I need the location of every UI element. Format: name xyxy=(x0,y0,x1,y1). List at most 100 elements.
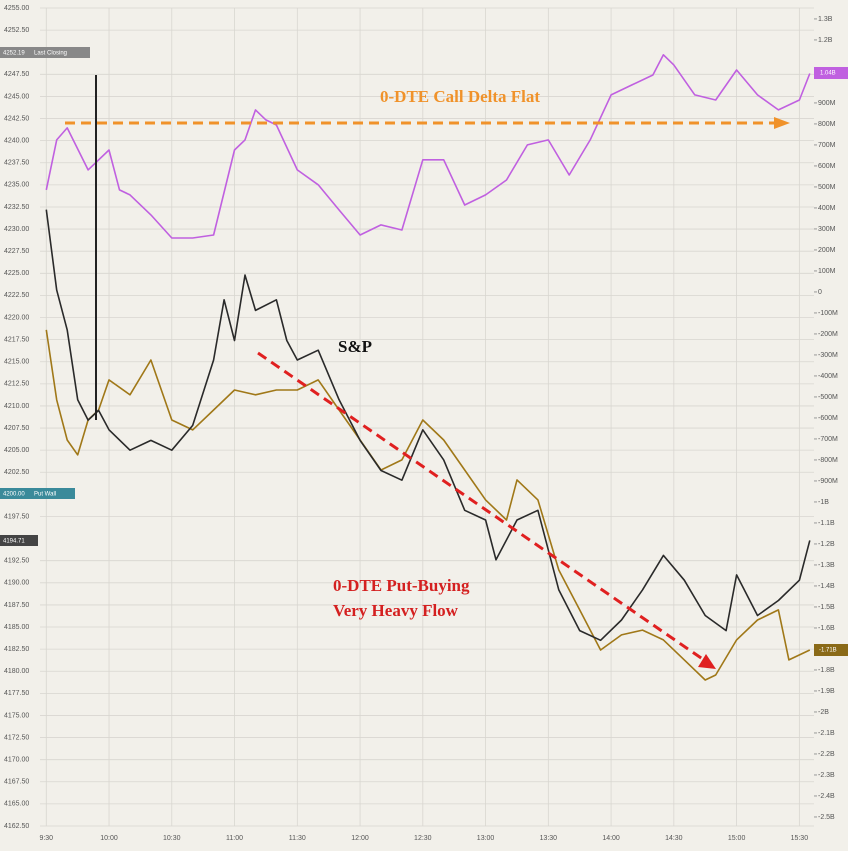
put-wall-box xyxy=(0,488,75,499)
y-tick-label: 4205.00 xyxy=(4,447,29,454)
put-wall-value: 4200.00 xyxy=(3,492,25,498)
y2-tick-label: -1.8B xyxy=(818,667,835,674)
y-tick-label: 4175.00 xyxy=(4,712,29,719)
y-tick-label: 4177.50 xyxy=(4,690,29,697)
y2-tick-label: 500M xyxy=(818,184,836,191)
y2-tick-label: -1.4B xyxy=(818,583,835,590)
y2-tick-label: 0 xyxy=(818,289,822,296)
y2-tick-label: 1.3B xyxy=(818,16,833,23)
y2-tick-label: -900M xyxy=(818,478,838,485)
y2-tick-label: -2B xyxy=(818,709,829,716)
x-tick-label: 13:30 xyxy=(540,835,558,842)
y2-tick-label: 600M xyxy=(818,163,836,170)
y2-tick-label: -1.2B xyxy=(818,541,835,548)
put-value: -1.71B xyxy=(819,648,837,654)
y2-tick-label: 200M xyxy=(818,247,836,254)
x-tick-label: 12:30 xyxy=(414,835,432,842)
x-tick-label: 10:00 xyxy=(100,835,118,842)
y-tick-label: 4167.50 xyxy=(4,779,29,786)
put-arrow-head xyxy=(698,654,716,669)
y-tick-label: 4192.50 xyxy=(4,558,29,565)
y2-tick-label: 100M xyxy=(818,268,836,275)
put-annotation: 0-DTE Put-Buying xyxy=(333,576,470,595)
put-annotation: Very Heavy Flow xyxy=(333,601,459,620)
y-tick-label: 4197.50 xyxy=(4,513,29,520)
put-wall-label: Put Wall xyxy=(34,492,56,498)
call-value: 1.04B xyxy=(820,71,836,77)
y2-tick-label: -1.9B xyxy=(818,688,835,695)
y-tick-label: 4255.00 xyxy=(4,5,29,12)
y-tick-label: 4220.00 xyxy=(4,314,29,321)
y-tick-label: 4170.00 xyxy=(4,757,29,764)
y-tick-label: 4242.50 xyxy=(4,115,29,122)
y2-tick-label: 900M xyxy=(818,100,836,107)
y2-tick-label: -1.6B xyxy=(818,625,835,632)
y2-tick-label: -200M xyxy=(818,331,838,338)
last-close-value: 4252.19 xyxy=(3,51,25,57)
sp-annotation: S&P xyxy=(338,337,372,356)
series-line xyxy=(45,329,811,681)
x-tick-label: 9:30 xyxy=(39,835,53,842)
call-annotation: 0-DTE Call Delta Flat xyxy=(380,87,540,106)
current-price: 4194.71 xyxy=(3,539,25,545)
call-value-box xyxy=(814,67,848,79)
last-close-box xyxy=(0,47,90,58)
y-tick-label: 4185.00 xyxy=(4,624,29,631)
y-tick-label: 4227.50 xyxy=(4,248,29,255)
y2-tick-label: 800M xyxy=(818,121,836,128)
series-line xyxy=(45,209,811,642)
y-tick-label: 4222.50 xyxy=(4,292,29,299)
y2-tick-label: -2.2B xyxy=(818,751,835,758)
y2-tick-label: 300M xyxy=(818,226,836,233)
y-tick-label: 4247.50 xyxy=(4,71,29,78)
y2-tick-label: -1.5B xyxy=(818,604,835,611)
y-tick-label: 4245.00 xyxy=(4,93,29,100)
y-tick-label: 4165.00 xyxy=(4,801,29,808)
y2-tick-label: -2.3B xyxy=(818,772,835,779)
x-tick-label: 15:00 xyxy=(728,835,746,842)
x-tick-label: 11:30 xyxy=(289,835,306,842)
x-tick-label: 11:00 xyxy=(226,835,243,842)
y-tick-label: 4202.50 xyxy=(4,469,29,476)
y-tick-label: 4215.00 xyxy=(4,359,29,366)
y2-tick-label: -1B xyxy=(818,499,829,506)
put-arrow xyxy=(257,351,705,662)
y-tick-label: 4162.50 xyxy=(4,823,29,830)
y-tick-label: 4240.00 xyxy=(4,137,29,144)
y-tick-label: 4180.00 xyxy=(4,668,29,675)
y-tick-label: 4207.50 xyxy=(4,425,29,432)
y2-tick-label: -400M xyxy=(818,373,838,380)
y2-tick-label: -500M xyxy=(818,394,838,401)
y-tick-label: 4225.00 xyxy=(4,270,29,277)
x-tick-label: 14:30 xyxy=(665,835,683,842)
y-tick-label: 4230.00 xyxy=(4,226,29,233)
price-box xyxy=(0,535,38,546)
lines xyxy=(45,54,811,681)
y-tick-label: 4252.50 xyxy=(4,27,29,34)
x-tick-label: 10:30 xyxy=(163,835,181,842)
x-tick-label: 13:00 xyxy=(477,835,495,842)
y2-tick-label: -1.1B xyxy=(818,520,835,527)
series-line xyxy=(45,54,811,239)
x-tick-label: 15:30 xyxy=(791,835,809,842)
y-tick-label: 4217.50 xyxy=(4,336,29,343)
y2-tick-label: -700M xyxy=(818,436,838,443)
y2-tick-label: -1.3B xyxy=(818,562,835,569)
y-tick-label: 4172.50 xyxy=(4,734,29,741)
y-tick-label: 4187.50 xyxy=(4,602,29,609)
y2-tick-label: -100M xyxy=(818,310,838,317)
y2-tick-label: -2.1B xyxy=(818,730,835,737)
y2-tick-label: -2.5B xyxy=(818,814,835,821)
y-tick-label: 4232.50 xyxy=(4,204,29,211)
x-tick-label: 12:00 xyxy=(351,835,369,842)
put-value-box xyxy=(814,644,848,656)
y2-tick-label: -300M xyxy=(818,352,838,359)
y2-tick-label: -2.4B xyxy=(818,793,835,800)
y-tick-label: 4235.00 xyxy=(4,182,29,189)
y2-tick-label: 1.2B xyxy=(818,37,833,44)
labels: 4162.50 4165.00 4167.50 4170.00 4172.50 4175.… xyxy=(4,5,838,842)
call-arrow-head xyxy=(774,117,790,129)
grid xyxy=(40,7,814,827)
